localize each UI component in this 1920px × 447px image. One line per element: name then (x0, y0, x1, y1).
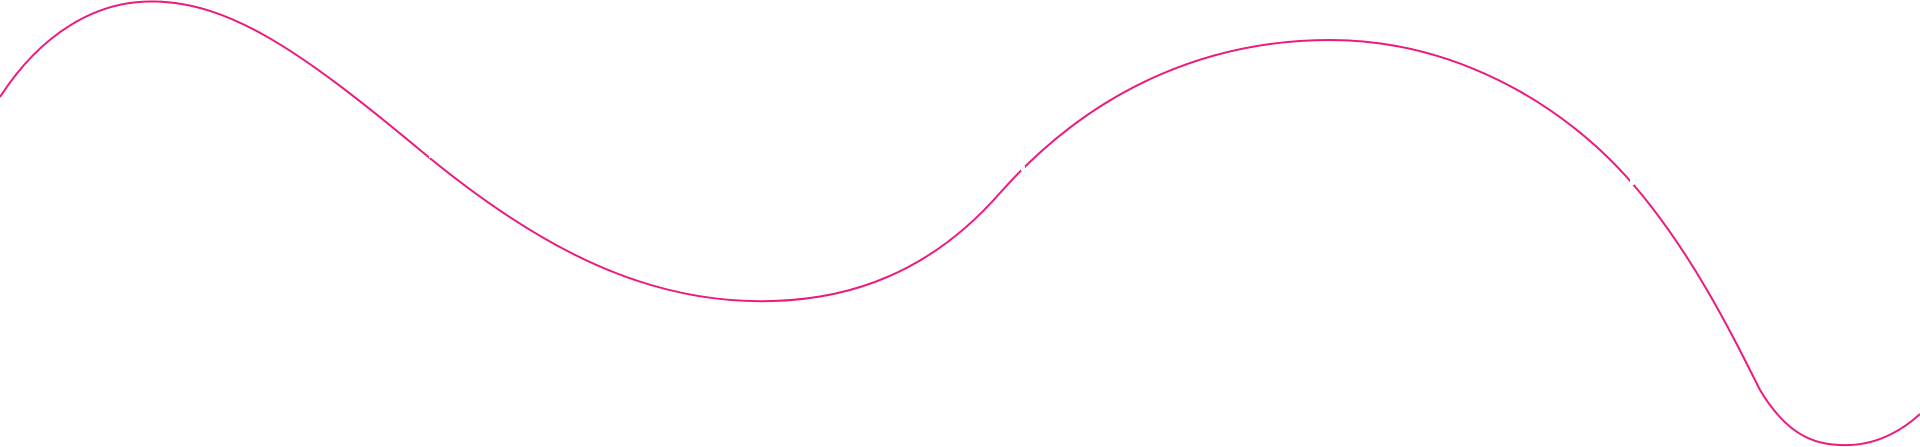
wave-break (1021, 166, 1025, 171)
wave-break (429, 153, 433, 158)
wave-break (1630, 180, 1634, 185)
